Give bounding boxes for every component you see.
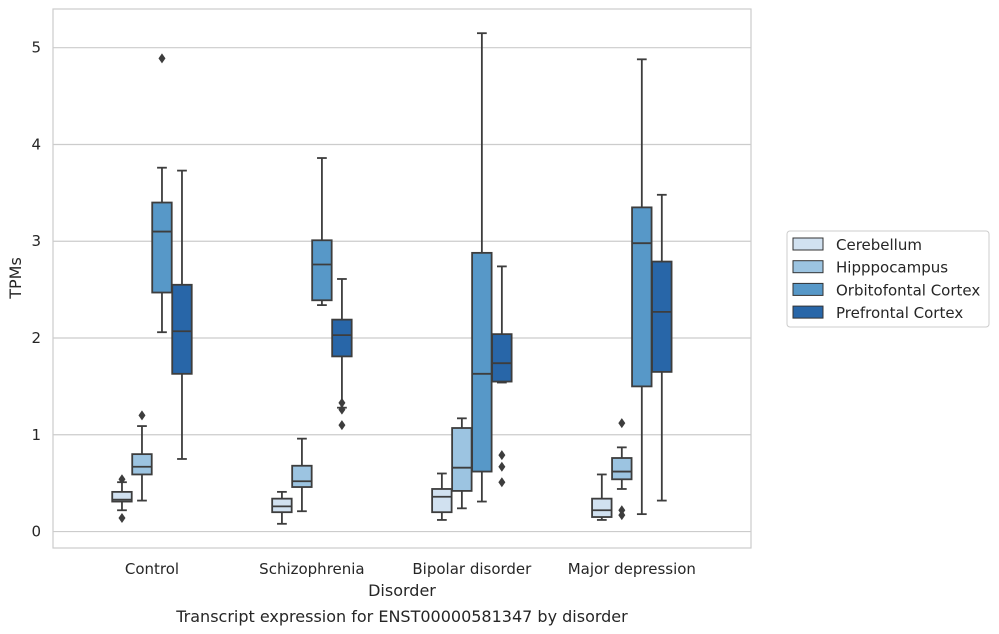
iqr-box (491, 333, 513, 383)
chart-caption: Transcript expression for ENST0000058134… (175, 607, 628, 626)
iqr-box (311, 239, 333, 302)
y-tick-label: 0 (31, 523, 41, 541)
outlier-point (618, 418, 626, 429)
y-tick-label: 5 (31, 39, 41, 57)
box-cerebellum (271, 490, 293, 525)
x-axis-title: Disorder (368, 581, 436, 600)
box-hipppocampus (611, 418, 633, 521)
box-orbitofontal-cortex (151, 53, 173, 334)
outlier-point (338, 397, 346, 408)
outlier-point (158, 53, 166, 64)
x-tick-label: Control (125, 560, 179, 578)
box-prefrontal-cortex (171, 169, 193, 460)
iqr-box (471, 251, 493, 473)
box-hipppocampus (451, 417, 473, 510)
box-series (111, 32, 673, 525)
outlier-point (118, 513, 126, 524)
y-tick-label: 3 (31, 232, 41, 250)
legend-label: Orbitofontal Cortex (836, 281, 980, 299)
x-tick-label: Bipolar disorder (412, 560, 532, 578)
legend-swatch (792, 237, 824, 251)
iqr-box (271, 497, 293, 514)
legend: Cerebellum Hipppocampus Orbitofontal Corte… (786, 230, 990, 328)
y-tick-label: 1 (31, 426, 41, 444)
plot-frame (52, 8, 752, 549)
outlier-point (498, 450, 506, 461)
legend-swatch (792, 282, 824, 296)
iqr-box (151, 201, 173, 294)
legend-label: Hipppocampus (836, 259, 948, 277)
legend-label: Prefrontal Cortex (836, 304, 963, 322)
iqr-box (651, 260, 673, 373)
y-axis-title: TPMs (6, 257, 25, 300)
iqr-box (451, 427, 473, 492)
iqr-box (111, 490, 133, 503)
x-tick-label: Major depression (568, 560, 696, 578)
y-tick-label: 2 (31, 329, 41, 347)
outlier-point (618, 510, 626, 521)
box-orbitofontal-cortex (471, 32, 493, 503)
outlier-point (338, 420, 346, 431)
box-hipppocampus (131, 410, 153, 502)
iqr-box (291, 464, 313, 488)
iqr-box (431, 488, 453, 514)
outlier-point (338, 404, 346, 415)
outlier-point (498, 461, 506, 472)
outlier-point (138, 410, 146, 421)
outlier-point (118, 474, 126, 485)
legend-swatch (792, 305, 824, 319)
box-cerebellum (591, 473, 613, 521)
iqr-box (131, 453, 153, 476)
iqr-box (171, 283, 193, 375)
legend-label: Cerebellum (836, 236, 922, 254)
box-prefrontal-cortex (491, 265, 513, 488)
box-cerebellum (111, 474, 133, 524)
box-cerebellum (431, 472, 453, 521)
iqr-box (591, 497, 613, 518)
outlier-point (498, 477, 506, 488)
box-prefrontal-cortex (331, 278, 353, 431)
x-tick-label: Schizophrenia (259, 560, 364, 578)
legend-frame (786, 230, 990, 328)
box-hipppocampus (291, 437, 313, 513)
iqr-box (631, 206, 653, 388)
box-prefrontal-cortex (651, 193, 673, 502)
y-tick-label: 4 (31, 135, 41, 153)
x-axis-ticks: Control Schizophrenia Bipolar disorder Majo… (125, 560, 696, 578)
legend-items: Cerebellum Hipppocampus Orbitofontal Corte… (792, 236, 980, 322)
iqr-box (331, 318, 353, 358)
y-axis-ticks: 0 1 2 3 4 5 (31, 39, 41, 541)
box-orbitofontal-cortex (311, 157, 333, 307)
box-orbitofontal-cortex (631, 58, 653, 516)
iqr-box (611, 457, 633, 481)
legend-swatch (792, 260, 824, 274)
